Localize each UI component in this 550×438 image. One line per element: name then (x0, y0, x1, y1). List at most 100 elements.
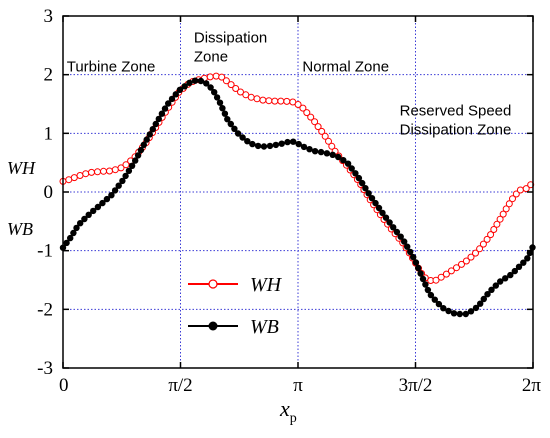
marker-wb (397, 233, 404, 240)
marker-wb (108, 192, 115, 199)
marker-wb (445, 307, 452, 315)
marker-wh (100, 167, 107, 175)
marker-wh (303, 109, 311, 117)
marker-wh (458, 260, 465, 268)
marker-wb (290, 138, 297, 145)
marker-wh (516, 186, 524, 194)
marker-wb (207, 84, 214, 91)
x-tick-label: 2π (522, 375, 542, 396)
marker-wb (507, 271, 514, 279)
marker-wh (94, 168, 101, 176)
marker-wh (122, 161, 130, 169)
marker-wb (390, 224, 397, 231)
marker-wb (295, 140, 302, 148)
zone-annotation-line: Zone (194, 48, 228, 65)
marker-wb (152, 120, 159, 128)
marker-wb (234, 130, 242, 137)
marker-wh (505, 200, 513, 208)
marker-wh (247, 93, 255, 101)
marker-wb (484, 291, 491, 298)
marker-wb (462, 310, 469, 318)
marker-wh (522, 185, 530, 193)
marker-wh (476, 245, 484, 253)
marker-wb (134, 152, 142, 159)
zone-annotation: Reserved Speed Dissipation Zone (400, 103, 512, 139)
marker-wh (259, 96, 267, 104)
zone-annotation-line: Dissipation Zone (400, 122, 512, 139)
marker-wb (254, 142, 262, 150)
zone-annotation: Dissipation Zone (194, 29, 267, 65)
marker-wb (203, 80, 210, 87)
marker-wh (325, 137, 332, 145)
marker-wh (76, 172, 84, 179)
marker-wh (222, 77, 230, 85)
marker-wb (132, 157, 139, 164)
marker-wh (447, 267, 455, 275)
marker-wh (314, 123, 322, 131)
marker-wb (143, 136, 150, 143)
marker-wh (432, 276, 440, 284)
marker-wh (227, 81, 235, 89)
marker-wh (294, 101, 302, 108)
marker-wb (216, 99, 224, 106)
marker-wb (359, 179, 366, 187)
marker-wh (493, 220, 501, 228)
marker-wb (419, 275, 427, 283)
marker-wb (67, 234, 74, 242)
legend-label-wh: WH (250, 274, 283, 296)
series-lines (59, 72, 536, 318)
marker-wh (487, 231, 495, 239)
marker-wh (206, 73, 214, 81)
marker-wb (249, 140, 256, 148)
marker-wb (85, 211, 92, 218)
y-axis-label-wb: WB (7, 219, 33, 239)
marker-wb (73, 224, 80, 232)
marker-wb (260, 143, 268, 150)
marker-wh (88, 168, 95, 176)
legend-entry-wh: WH (188, 274, 283, 296)
marker-wb (140, 141, 147, 148)
marker-wb (181, 83, 188, 90)
legend-label-wb: WB (250, 316, 279, 338)
marker-wh (106, 167, 113, 175)
zone-annotation: Normal Zone (302, 59, 389, 76)
marker-wb (165, 100, 172, 107)
marker-wh (462, 257, 470, 265)
marker-wb (412, 259, 420, 266)
marker-wb (424, 286, 432, 294)
marker-wb (119, 177, 126, 185)
marker-wh (232, 85, 240, 92)
marker-wb (435, 300, 443, 308)
marker-wh (467, 253, 475, 261)
x-axis-label: xp (279, 396, 297, 426)
marker-wb (340, 157, 347, 164)
marker-wb (77, 220, 84, 227)
marker-wh (271, 97, 279, 105)
grid (63, 16, 533, 368)
marker-wb (278, 140, 285, 147)
marker-wb (70, 229, 77, 237)
x-tick-label: π/2 (168, 375, 192, 396)
marker-wb (94, 203, 102, 211)
marker-wh (442, 270, 450, 278)
marker-wb (417, 270, 424, 277)
y-tick-label: 3 (44, 6, 54, 27)
marker-wb (213, 94, 221, 101)
marker-wb (335, 153, 342, 161)
marker-wb (382, 214, 390, 221)
marker-wb (115, 182, 122, 189)
zone-annotation-line: Dissipation (194, 29, 267, 46)
marker-wh (453, 264, 460, 272)
marker-wb (362, 185, 369, 192)
marker-wb (284, 138, 291, 146)
marker-wh (218, 73, 226, 81)
marker-wh (328, 142, 336, 150)
marker-wh (117, 164, 125, 172)
marker-wh (70, 174, 78, 182)
marker-wb (344, 160, 352, 167)
marker-wb (176, 86, 184, 94)
marker-wb (467, 308, 475, 315)
legend-marker-wb (208, 321, 218, 331)
y-tick-label: -2 (37, 299, 53, 320)
